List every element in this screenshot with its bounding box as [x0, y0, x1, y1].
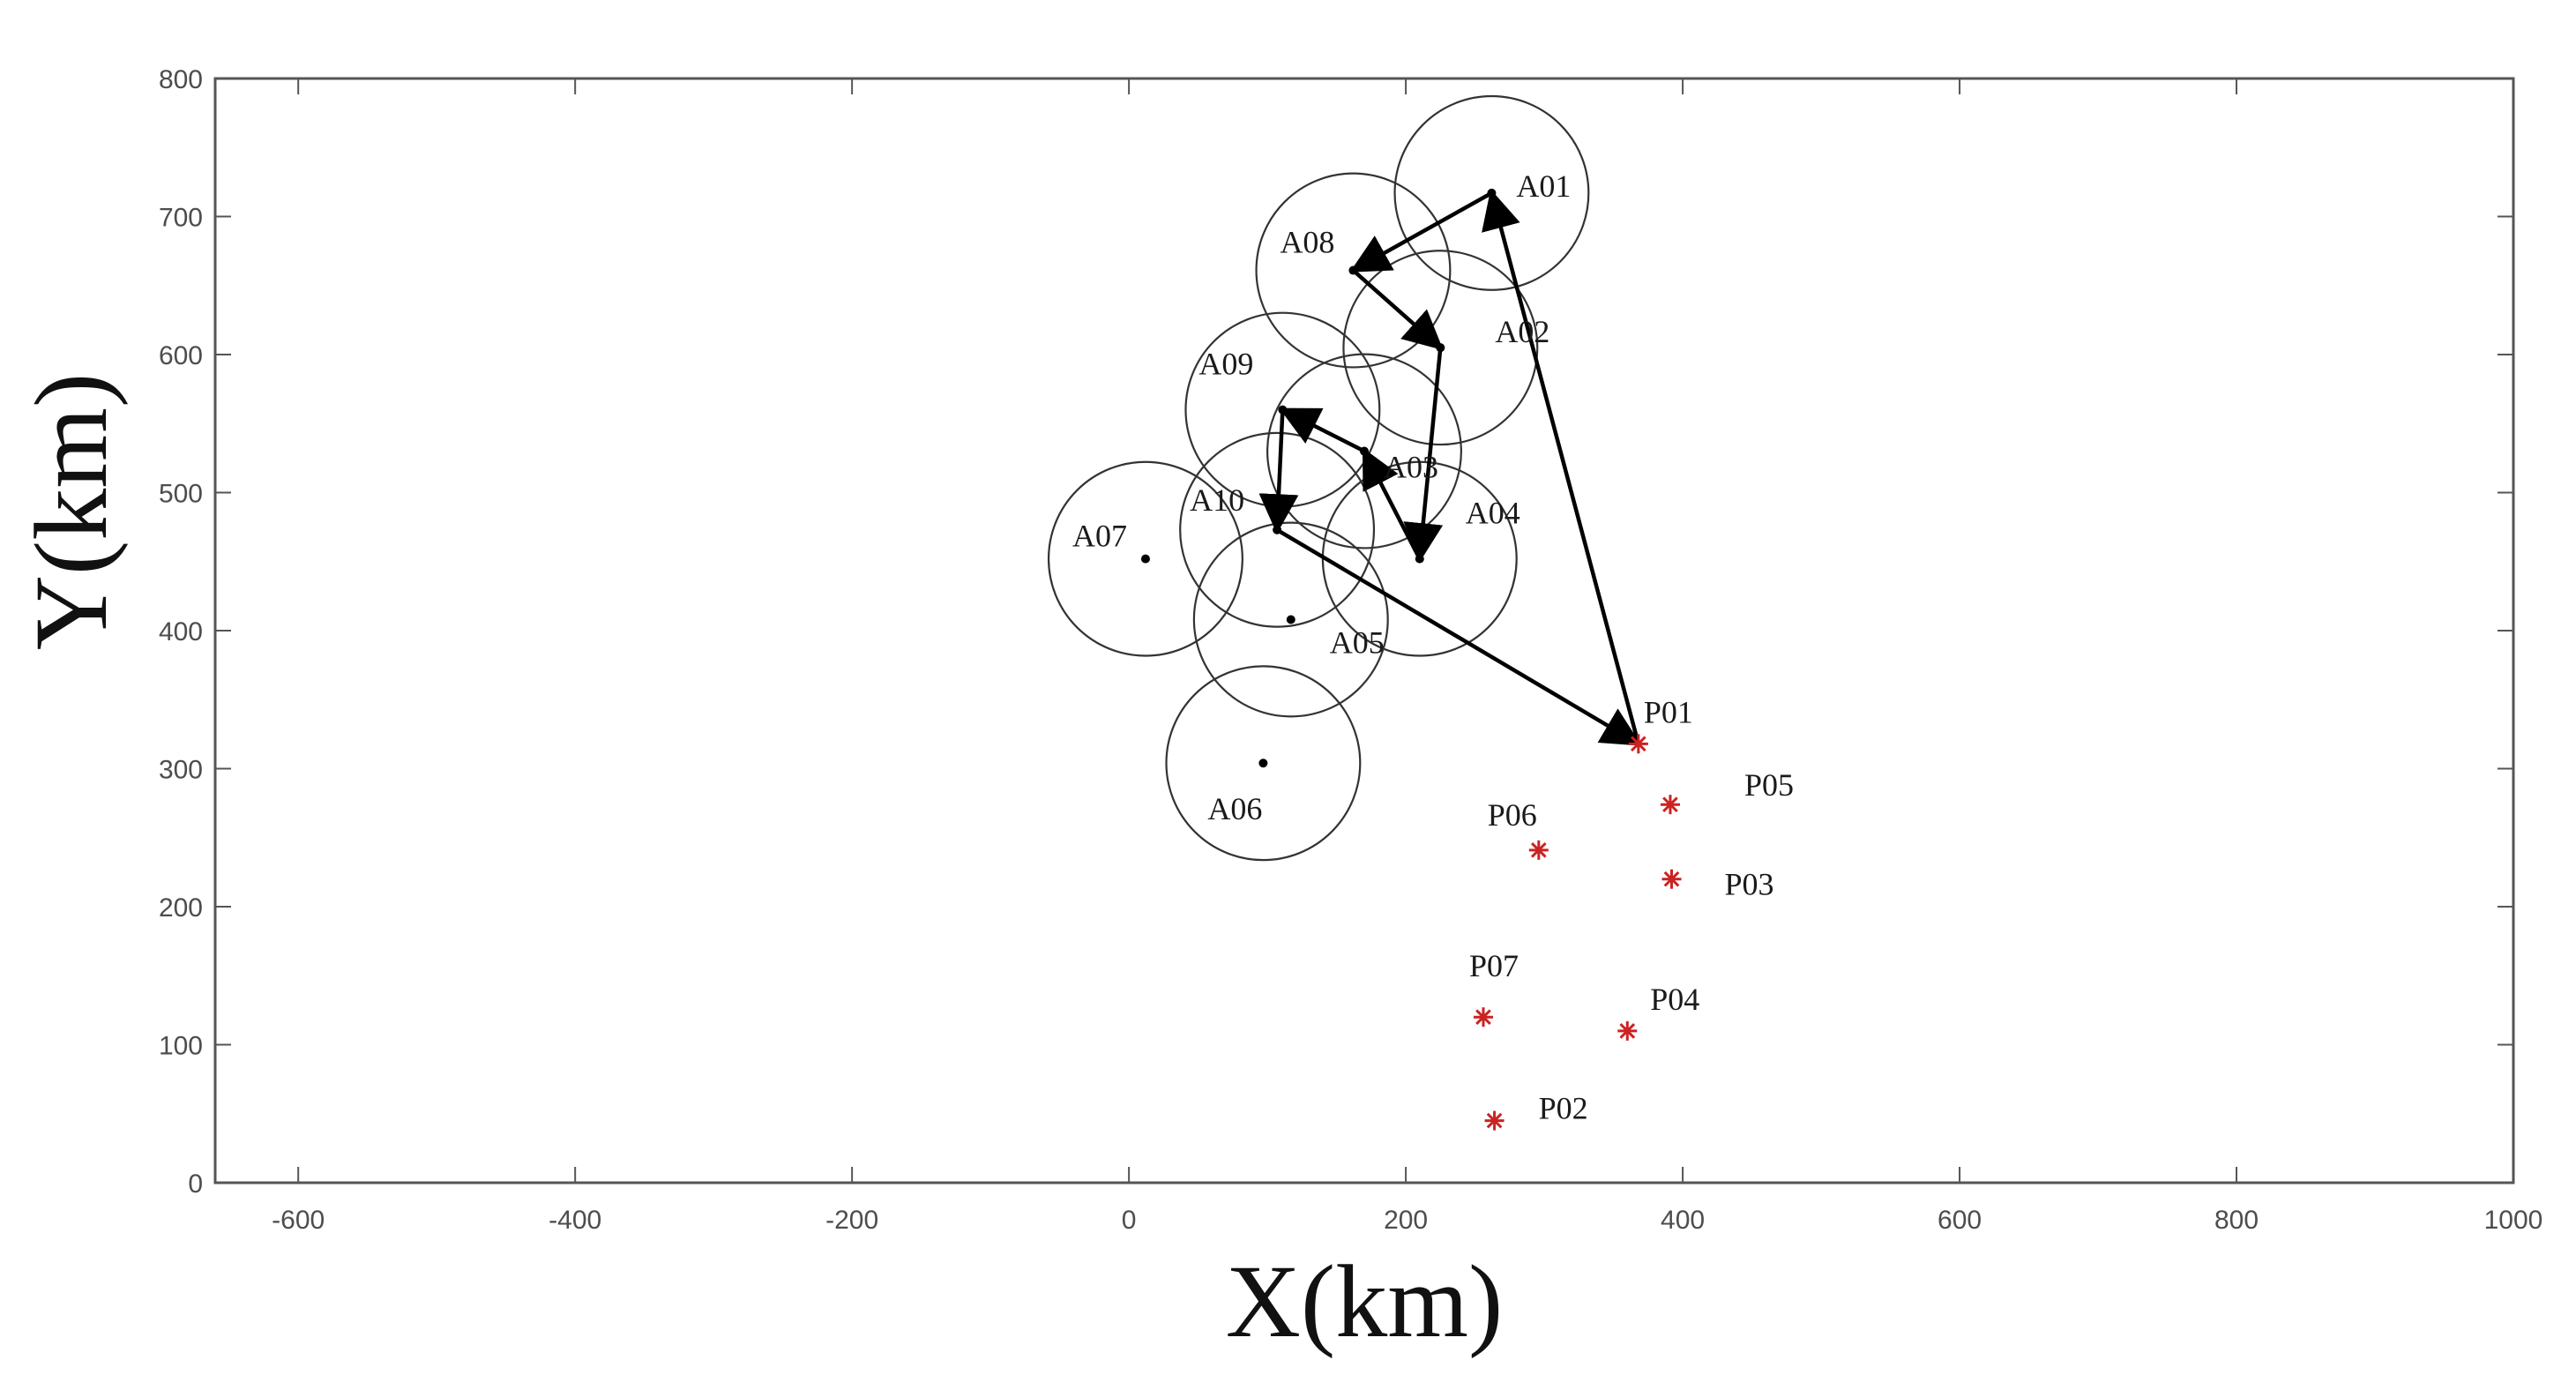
y-tick-label: 700: [159, 204, 203, 233]
coverage-circles: [1047, 94, 1590, 862]
x-tick-label: 600: [1938, 1206, 1982, 1235]
route-arrow: [1279, 407, 1366, 453]
a-point-dot: [1286, 615, 1295, 624]
coverage-circle: [1047, 460, 1243, 657]
route-arrow: [1482, 189, 1641, 744]
p-point-label: P01: [1644, 694, 1693, 729]
p-point-asterisk: [1484, 1110, 1505, 1131]
a-point-label: A03: [1384, 450, 1438, 485]
route-arrow: [1403, 347, 1444, 564]
route-arrow: [1351, 268, 1444, 351]
p-point-label: P05: [1744, 767, 1794, 803]
p-point-label: P04: [1650, 982, 1699, 1017]
y-tick-label: 0: [188, 1170, 203, 1199]
p-point-asterisk: [1628, 734, 1648, 754]
coverage-circle: [1266, 353, 1462, 549]
a-point-label: A10: [1190, 482, 1244, 518]
y-tick-label: 100: [159, 1032, 203, 1061]
x-tick-label: 1000: [2484, 1206, 2543, 1235]
p-point-asterisk: [1528, 840, 1549, 860]
p-point-asterisk: [1617, 1020, 1638, 1041]
p-point-label: P02: [1539, 1091, 1588, 1126]
y-tick-label: 600: [159, 341, 203, 370]
route-arrow: [1258, 409, 1299, 534]
coverage-circle: [1342, 250, 1539, 446]
a-point-dot: [1273, 525, 1282, 534]
x-axis-title: X(km): [1226, 1244, 1504, 1359]
a-point-label: A02: [1495, 314, 1549, 349]
y-tick-label: 200: [159, 893, 203, 923]
a-point-dot: [1258, 759, 1268, 768]
y-tick-label: 300: [159, 756, 203, 785]
coverage-circle: [1165, 665, 1362, 862]
coverage-circle: [1393, 94, 1590, 291]
a-point-dot: [1487, 188, 1497, 198]
y-axis-title: Y(km): [13, 373, 129, 651]
p-point-asterisk: [1661, 869, 1682, 889]
x-tick-label: -400: [549, 1206, 601, 1235]
p-point-asterisk: [1474, 1007, 1494, 1028]
y-tick-label: 800: [159, 65, 203, 94]
a-point-dot: [1436, 343, 1445, 353]
route-arrow: [1275, 527, 1642, 746]
p-point-label: P06: [1488, 797, 1537, 833]
x-tick-label: 400: [1661, 1206, 1705, 1235]
p-point-asterisk: [1660, 795, 1680, 815]
a-point-label: A05: [1330, 624, 1385, 660]
coverage-circle: [1179, 431, 1376, 628]
a-point-label: A06: [1207, 791, 1262, 826]
x-tick-label: 0: [1122, 1206, 1137, 1235]
a-point-dot: [1348, 265, 1358, 275]
data-points: [1140, 188, 1682, 1131]
y-tick-label: 500: [159, 480, 203, 509]
p-point-label: P03: [1725, 867, 1774, 902]
route-arrow: [1349, 191, 1493, 273]
x-tick-label: -200: [825, 1206, 878, 1235]
coverage-circle: [1255, 172, 1452, 369]
a-point-dot: [1360, 446, 1369, 456]
a-point-dot: [1415, 554, 1424, 564]
axis-ticks: -600 -400 -200 0 200 400 600 800 1000 0 100 200 300 4…: [159, 65, 2542, 1235]
a-point-dot: [1278, 405, 1288, 415]
a-point-label: A09: [1198, 347, 1253, 382]
p-point-label: P07: [1469, 948, 1519, 983]
route-arrows: [1258, 189, 1642, 746]
route-arrow: [1362, 447, 1422, 560]
a-point-label: A01: [1516, 168, 1571, 204]
a-point-label: A04: [1466, 496, 1520, 531]
x-tick-label: 200: [1384, 1206, 1428, 1235]
point-labels: A01 A02 A03 A04 A05 A06 A07 A08 A09 A10 P01 P02 P03 P…: [1072, 168, 1794, 1126]
a-point-dot: [1140, 554, 1150, 564]
a-point-label: A08: [1280, 225, 1334, 260]
y-tick-label: 400: [159, 617, 203, 646]
a-point-label: A07: [1072, 519, 1127, 554]
x-tick-label: -600: [272, 1206, 325, 1235]
x-tick-label: 800: [2214, 1206, 2259, 1235]
